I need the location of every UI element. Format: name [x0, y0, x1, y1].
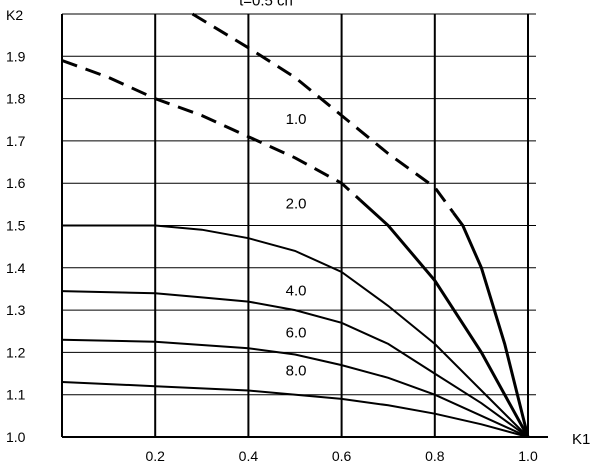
y-tick-label: 1.1	[6, 387, 26, 403]
y-tick-label: K2	[6, 7, 23, 23]
curve-label-bg	[282, 195, 315, 213]
x-tick-label: 0.6	[332, 448, 352, 464]
curve-label-bg	[282, 324, 315, 342]
curve-dashed-segment	[61, 59, 362, 202]
curve-label-bg	[282, 362, 315, 380]
y-tick-label: 1.7	[6, 133, 26, 149]
x-tick-label: 0.4	[239, 448, 259, 464]
y-tick-label: 1.3	[6, 302, 26, 318]
curve-dashed-segment	[191, 12, 455, 214]
curve-label: t=0.5 ch	[239, 0, 293, 10]
y-tick-label: 1.2	[6, 344, 26, 360]
curve-label: 6.0	[286, 325, 307, 342]
y-tick-label: 1.8	[6, 91, 26, 107]
curve-label-bg	[282, 110, 315, 128]
curves	[61, 12, 530, 438]
curve-label: 1.0	[286, 111, 307, 128]
x-tick-label: 1.0	[518, 448, 538, 464]
curve-line	[61, 338, 529, 438]
curve-label: 2.0	[286, 196, 307, 213]
x-axis-label: K1	[572, 431, 590, 448]
curve-line	[62, 224, 529, 438]
y-tick-label: 1.9	[6, 48, 26, 64]
curve-label-bg	[282, 282, 315, 300]
curve-line	[61, 381, 529, 438]
y-tick-labels: 1.0 1.1 1.2 1.3 1.4 1.5 1.6 1.7 1.8 1.9 K2	[6, 7, 26, 445]
x-tick-labels: 0.2 0.4 0.6 0.8 1.0	[145, 448, 537, 464]
y-tick-label: 1.6	[6, 175, 26, 191]
y-tick-label: 1.0	[6, 429, 26, 445]
y-tick-label: 1.4	[6, 260, 26, 276]
curve-label: 8.0	[286, 363, 307, 380]
curve-label: 4.0	[286, 282, 307, 299]
curve-labels: t=0.5 ch 1.0 2.0 4.0 6.0 8.0	[236, 0, 315, 380]
curve-line	[61, 290, 529, 438]
y-tick-label: 1.5	[6, 218, 26, 234]
x-tick-label: 0.8	[425, 448, 445, 464]
x-tick-label: 0.2	[145, 448, 165, 464]
curve-solid-segment	[452, 211, 530, 438]
curve-solid-segment	[359, 198, 530, 438]
curve-label-bg	[236, 0, 311, 10]
